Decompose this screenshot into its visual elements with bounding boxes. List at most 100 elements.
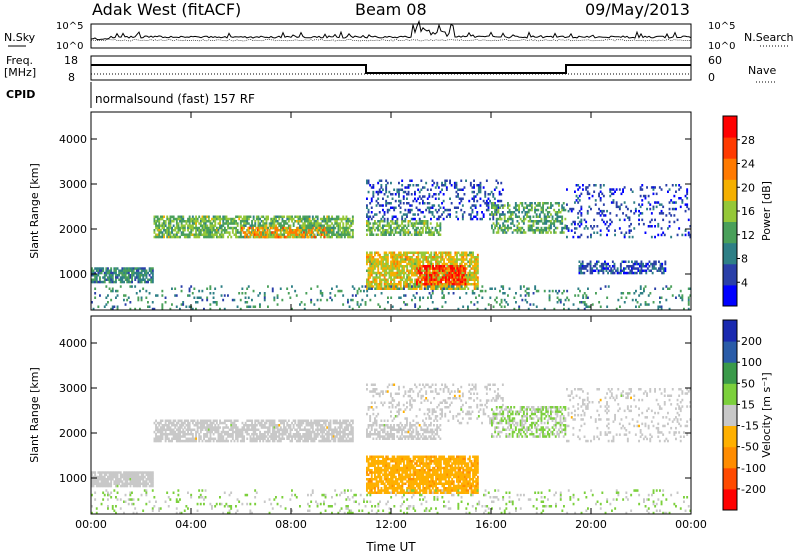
power-cell xyxy=(115,269,117,272)
power-cell xyxy=(628,235,631,239)
power-cell xyxy=(589,265,592,268)
power-cell xyxy=(199,229,202,232)
power-cell xyxy=(420,285,423,288)
power-cell xyxy=(276,296,279,299)
velocity-cell xyxy=(113,475,116,479)
power-cell xyxy=(422,283,425,286)
power-cell xyxy=(398,260,400,263)
velocity-cell xyxy=(190,439,193,443)
velocity-cell xyxy=(236,419,239,422)
power-cell xyxy=(431,285,434,288)
power-cell xyxy=(311,235,313,239)
power-cell xyxy=(215,217,218,221)
power-cell xyxy=(302,215,305,218)
power-cell xyxy=(502,206,505,209)
power-cell xyxy=(356,303,359,306)
power-cell xyxy=(588,192,591,196)
power-cell xyxy=(351,235,354,239)
power-cell xyxy=(195,231,197,234)
power-cell xyxy=(453,206,456,209)
power-cell xyxy=(316,224,319,227)
velocity-cell xyxy=(214,426,217,429)
power-cell xyxy=(684,203,687,206)
power-cell xyxy=(623,301,626,304)
power-cell xyxy=(535,220,538,223)
power-cell xyxy=(396,217,399,221)
power-cell xyxy=(456,269,459,272)
velocity-cell xyxy=(246,437,249,440)
velocity-cell xyxy=(172,437,175,440)
power-cell xyxy=(438,262,441,266)
velocity-cell xyxy=(191,435,194,438)
power-cell xyxy=(214,229,217,232)
power-cell xyxy=(388,283,391,286)
power-cell xyxy=(471,204,474,207)
power-cell xyxy=(522,222,525,225)
power-cell xyxy=(287,215,290,218)
power-cell xyxy=(215,235,218,239)
velocity-cell xyxy=(220,439,223,443)
velocity-cell xyxy=(99,471,101,474)
power-cell xyxy=(423,215,426,218)
power-cell xyxy=(161,294,164,297)
power-cell xyxy=(653,267,656,270)
power-cell xyxy=(367,271,370,275)
power-cell xyxy=(529,217,532,221)
velocity-cell xyxy=(124,478,127,481)
power-cell xyxy=(236,235,239,239)
velocity-cell xyxy=(131,480,133,483)
power-cell xyxy=(423,253,426,257)
power-cell xyxy=(621,269,624,272)
power-cell xyxy=(550,202,552,205)
power-cell xyxy=(473,262,476,266)
power-cell xyxy=(501,188,504,191)
power-cell xyxy=(660,212,663,215)
velocity-cell xyxy=(243,435,245,438)
power-cell xyxy=(409,256,412,259)
power-cell xyxy=(607,271,609,275)
power-cell xyxy=(414,258,417,261)
power-cell xyxy=(193,296,196,299)
power-cell xyxy=(191,220,194,223)
power-cell xyxy=(583,267,586,270)
power-cell xyxy=(409,285,412,288)
velocity-cell xyxy=(119,478,122,481)
power-cell xyxy=(317,226,320,230)
power-cell xyxy=(403,287,405,290)
power-cell xyxy=(370,262,373,266)
power-cell xyxy=(655,205,658,209)
power-cell xyxy=(469,181,472,185)
power-cell xyxy=(127,280,130,284)
power-cell xyxy=(145,276,148,279)
power-cell xyxy=(260,226,262,230)
power-cell xyxy=(428,195,431,198)
power-cell xyxy=(499,226,501,230)
power-cell xyxy=(111,287,114,290)
velocity-cell xyxy=(191,419,194,422)
velocity-cell xyxy=(235,428,237,431)
power-cell xyxy=(375,287,378,290)
power-cell xyxy=(446,283,449,286)
power-cell xyxy=(380,231,383,234)
power-cell xyxy=(454,271,457,275)
velocity-cell xyxy=(219,419,221,422)
power-cell xyxy=(587,305,589,308)
power-cell xyxy=(532,224,535,227)
power-cell xyxy=(118,269,121,272)
power-cell xyxy=(345,229,348,232)
power-cell xyxy=(380,260,383,263)
velocity-cell xyxy=(139,482,141,485)
power-cell xyxy=(413,231,416,234)
velocity-cell xyxy=(159,426,162,429)
power-cell xyxy=(179,215,181,218)
power-cell xyxy=(403,274,405,277)
velocity-cell xyxy=(241,426,244,429)
power-cell xyxy=(629,271,632,275)
power-cell xyxy=(316,220,319,223)
power-cell xyxy=(372,262,375,266)
power-cell xyxy=(404,217,407,221)
power-cell xyxy=(433,269,436,272)
power-cell xyxy=(372,276,375,279)
power-cell xyxy=(257,215,260,218)
power-cell xyxy=(660,227,663,230)
